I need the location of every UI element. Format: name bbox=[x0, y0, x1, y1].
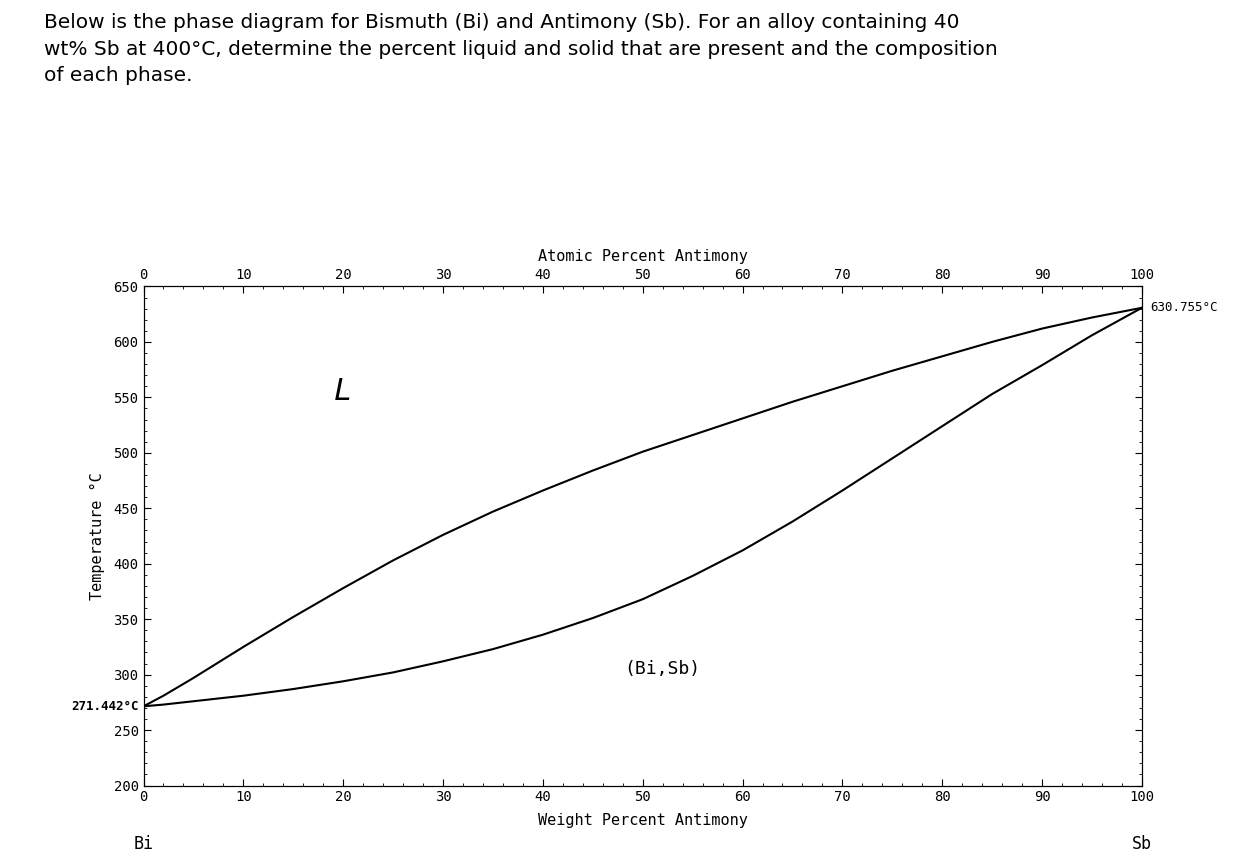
X-axis label: Weight Percent Antimony: Weight Percent Antimony bbox=[538, 812, 748, 828]
Text: 271.442°C: 271.442°C bbox=[71, 700, 139, 713]
Text: Bi: Bi bbox=[134, 835, 154, 853]
Text: Below is the phase diagram for Bismuth (Bi) and Antimony (Sb). For an alloy cont: Below is the phase diagram for Bismuth (… bbox=[44, 13, 997, 85]
X-axis label: Atomic Percent Antimony: Atomic Percent Antimony bbox=[538, 248, 748, 264]
Text: Sb: Sb bbox=[1132, 835, 1152, 853]
Text: 630.755°C: 630.755°C bbox=[1149, 301, 1217, 314]
Text: L: L bbox=[334, 378, 352, 406]
Y-axis label: Temperature °C: Temperature °C bbox=[90, 472, 105, 600]
Text: (Bi,Sb): (Bi,Sb) bbox=[625, 660, 700, 678]
